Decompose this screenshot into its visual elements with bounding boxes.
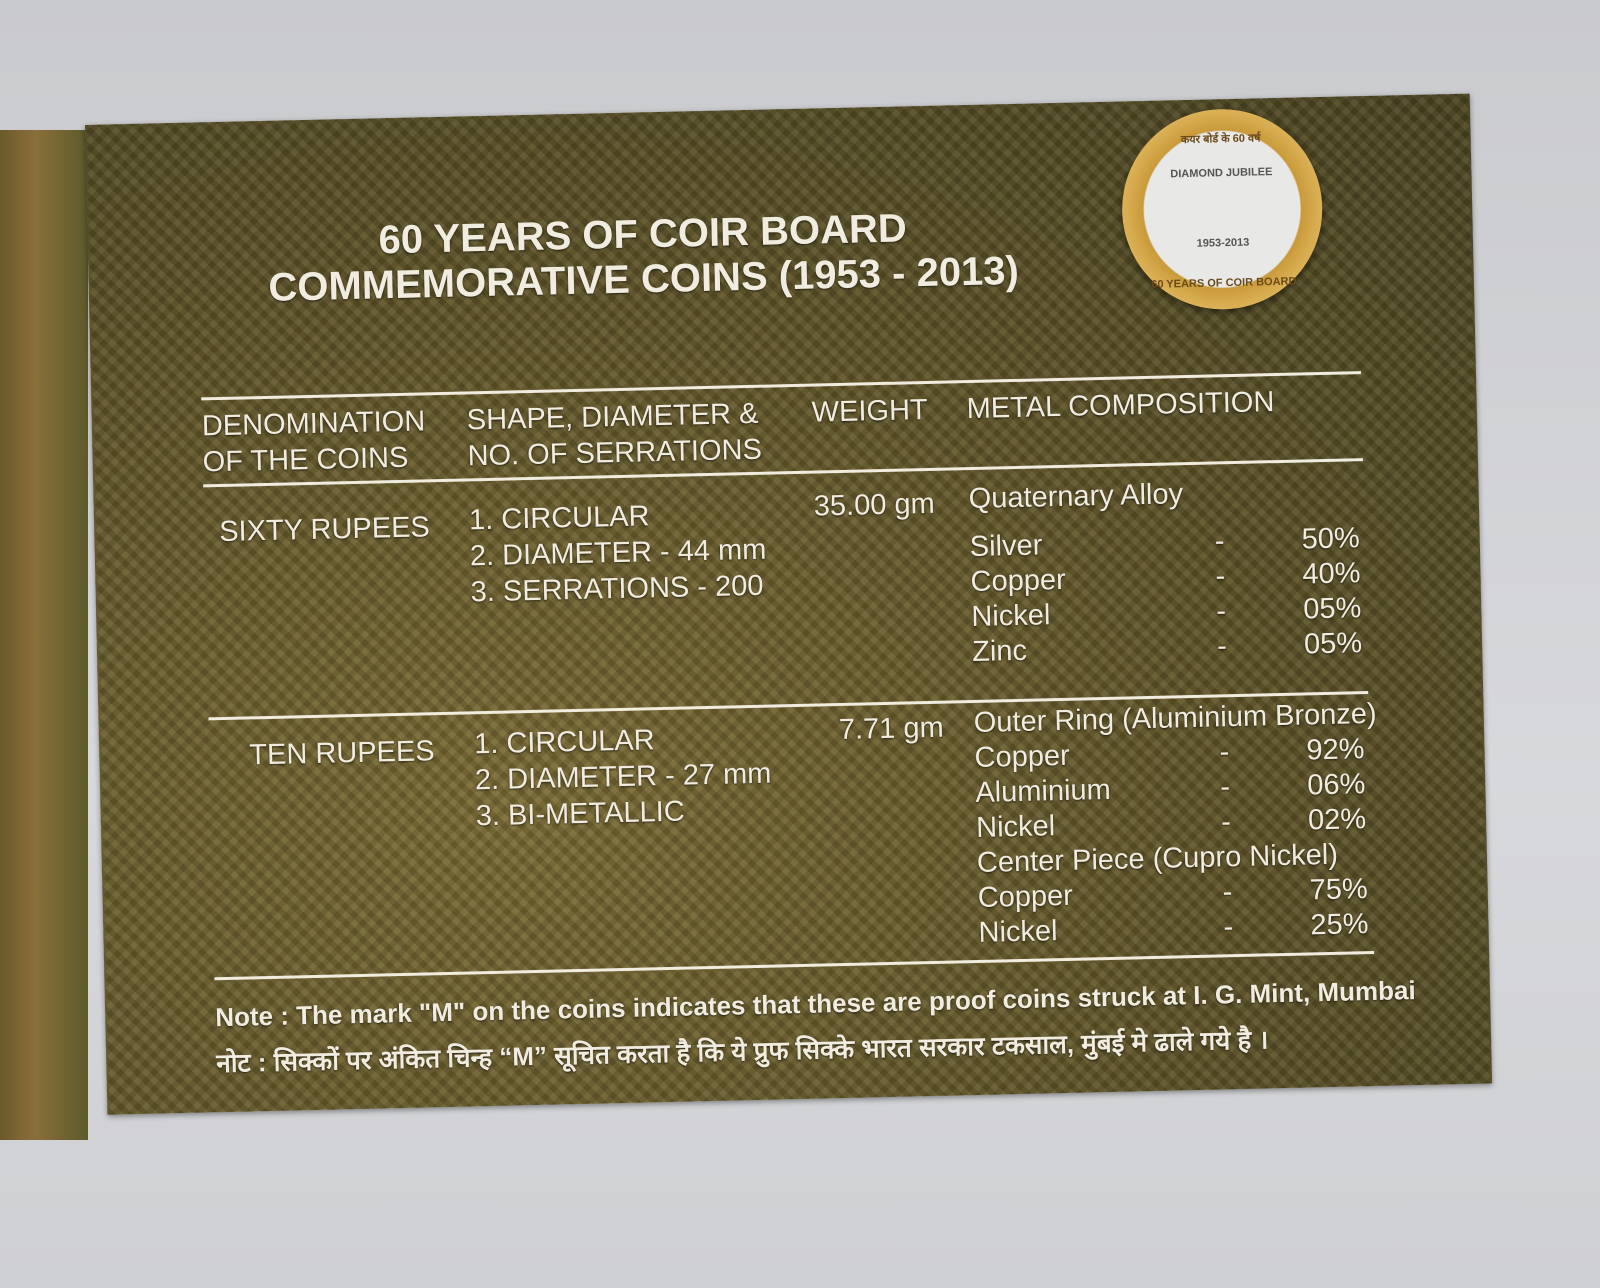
column-header: DENOMINATION bbox=[201, 405, 426, 443]
weight: 35.00 gm bbox=[813, 487, 936, 523]
metal-name: Silver bbox=[969, 529, 1043, 564]
composition-heading: Quaternary Alloy bbox=[968, 478, 1184, 516]
metal-name: Nickel bbox=[975, 810, 1056, 844]
metal-name: Copper bbox=[977, 879, 1074, 914]
dash: - bbox=[1219, 771, 1231, 804]
column-header: METAL COMPOSITION bbox=[966, 386, 1275, 426]
shape-item: 2. DIAMETER - 44 mm bbox=[469, 533, 767, 573]
dash: - bbox=[1222, 876, 1233, 909]
coin-text: 1953-2013 bbox=[1196, 236, 1250, 250]
column-header: NO. OF SERRATIONS bbox=[467, 433, 763, 473]
dash: - bbox=[1215, 560, 1226, 593]
metal-name: Nickel bbox=[978, 915, 1058, 949]
coin-text: 60 YEARS OF COIR BOARD bbox=[1151, 275, 1297, 291]
left-flap bbox=[0, 130, 88, 1140]
metal-name: Nickel bbox=[971, 599, 1051, 634]
shape-item: 3. SERRATIONS - 200 bbox=[470, 569, 764, 609]
column-header: OF THE COINS bbox=[202, 441, 409, 479]
coin-text: कयर बोर्ड के 60 वर्ष bbox=[1180, 132, 1261, 147]
dash: - bbox=[1215, 595, 1227, 628]
shape-item: 1. CIRCULAR bbox=[473, 724, 655, 761]
divider bbox=[214, 950, 1375, 981]
weight: 7.71 gm bbox=[838, 711, 945, 747]
composition-heading: Center Piece (Cupro Nickel) bbox=[976, 838, 1339, 879]
metal-percent: 40% bbox=[1302, 557, 1361, 591]
metal-name: Aluminium bbox=[975, 773, 1112, 809]
metal-name: Copper bbox=[970, 563, 1067, 599]
metal-percent: 92% bbox=[1306, 733, 1365, 767]
metal-percent: 50% bbox=[1301, 522, 1361, 556]
metal-name: Zinc bbox=[971, 634, 1028, 669]
shape-item: 3. BI-METALLIC bbox=[475, 795, 686, 833]
denomination: TEN RUPEES bbox=[248, 735, 435, 772]
column-header: WEIGHT bbox=[811, 393, 929, 429]
metal-percent: 05% bbox=[1302, 592, 1362, 626]
dash: - bbox=[1223, 911, 1234, 944]
metal-percent: 02% bbox=[1307, 803, 1367, 837]
metal-percent: 75% bbox=[1309, 873, 1369, 907]
coin-text: DIAMOND JUBILEE bbox=[1170, 166, 1273, 181]
dash: - bbox=[1216, 630, 1228, 663]
dash: - bbox=[1214, 525, 1225, 558]
coin-image: कयर बोर्ड के 60 वर्ष DIAMOND JUBILEE 195… bbox=[1119, 106, 1325, 312]
dash: - bbox=[1219, 736, 1230, 769]
dash: - bbox=[1220, 806, 1232, 839]
denomination: SIXTY RUPEES bbox=[218, 511, 431, 549]
metal-name: Copper bbox=[974, 739, 1071, 774]
shape-item: 2. DIAMETER - 27 mm bbox=[474, 757, 772, 797]
metal-percent: 05% bbox=[1303, 627, 1363, 661]
column-header: SHAPE, DIAMETER & bbox=[466, 397, 759, 437]
info-card: कयर बोर्ड के 60 वर्ष DIAMOND JUBILEE 195… bbox=[85, 93, 1493, 1115]
shape-item: 1. CIRCULAR bbox=[468, 500, 650, 537]
metal-percent: 25% bbox=[1310, 908, 1369, 942]
metal-percent: 06% bbox=[1306, 768, 1366, 802]
